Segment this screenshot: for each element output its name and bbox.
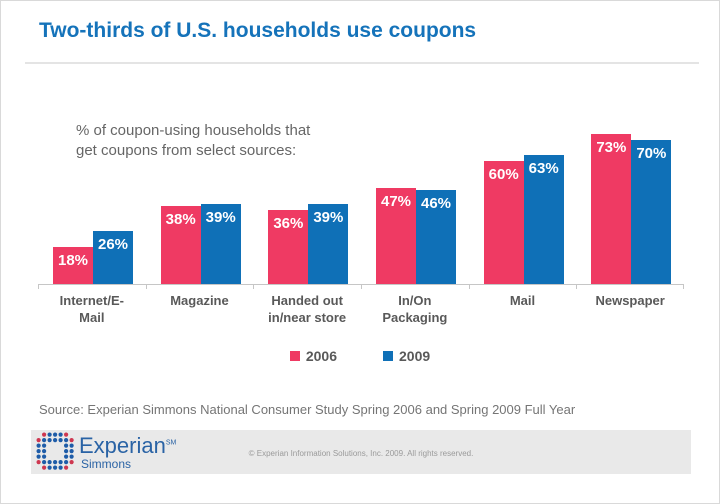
legend-item-2006: 2006 <box>289 348 337 364</box>
axis-tick <box>361 284 362 289</box>
simmons-wordmark: Simmons <box>81 457 132 471</box>
legend-label: 2009 <box>399 348 431 364</box>
bar-value-label: 18% <box>57 252 89 269</box>
source-note: Source: Experian Simmons National Consum… <box>39 402 576 417</box>
bar-value-label: 26% <box>97 236 129 253</box>
x-axis-label: Newspaper <box>595 293 665 308</box>
brand-service-mark: SM <box>165 439 177 447</box>
bar-2009-category-1: 26% <box>93 231 133 284</box>
bar-2006-category-2: 38% <box>160 206 201 284</box>
x-axis-label: Internet/E- Mail <box>59 293 124 325</box>
bar-2009-category-5: 63% <box>523 155 564 284</box>
bar-2009-category-6: 70% <box>631 140 672 284</box>
bar-2009-category-4: 46% <box>416 190 456 284</box>
bar-2009-category-3: 39% <box>308 204 349 284</box>
experian-dots-logo-icon <box>36 432 74 470</box>
legend-label: 2006 <box>305 348 337 364</box>
x-axis-label: Handed out in/near store <box>268 293 347 325</box>
bar-value-label: 73% <box>596 139 627 156</box>
bar-value-label: 70% <box>636 145 667 162</box>
footer-band: ExperianSM Simmons © Experian Informatio… <box>31 430 691 474</box>
bar-value-label: 36% <box>273 215 304 232</box>
axis-tick <box>146 284 147 289</box>
bar-chart-plot-area: 18% 26% Internet/E- Mail 38% 39% Magazine 36% 3… <box>38 121 684 325</box>
bar-2006-category-5: 60% <box>483 161 524 284</box>
bar-value-label: 46% <box>420 195 452 212</box>
x-axis-label: Magazine <box>170 293 229 308</box>
bar-2006-category-6: 73% <box>591 134 632 284</box>
legend-item-2009: 2009 <box>383 348 430 364</box>
axis-tick <box>683 284 684 289</box>
chart-legend: 2006 2009 <box>1 348 719 364</box>
copyright-text: © Experian Information Solutions, Inc. 2… <box>248 449 474 458</box>
bar-value-label: 38% <box>165 211 196 228</box>
legend-swatch-icon <box>289 351 300 361</box>
bar-2006-category-1: 18% <box>53 247 93 284</box>
bar-value-label: 63% <box>528 160 559 177</box>
bar-value-label: 39% <box>313 209 344 226</box>
bar-2006-category-4: 47% <box>376 188 416 284</box>
x-axis-label: In/On Packaging <box>382 293 448 325</box>
x-axis-label: Mail <box>509 293 536 308</box>
bar-value-label: 47% <box>380 193 412 210</box>
chart-subtitle: % of coupon-using households that get co… <box>76 122 311 159</box>
axis-tick <box>469 284 470 289</box>
bar-value-label: 60% <box>488 166 519 183</box>
bar-2009-category-2: 39% <box>200 204 241 284</box>
brand-name: Experian <box>79 433 166 458</box>
page-title: Two-thirds of U.S. households use coupon… <box>39 19 477 42</box>
title-divider <box>25 62 699 64</box>
axis-tick <box>38 284 39 289</box>
legend-swatch-icon <box>383 351 393 361</box>
bar-2006-category-3: 36% <box>268 210 309 284</box>
experian-wordmark: ExperianSM <box>79 433 176 459</box>
axis-tick <box>253 284 254 289</box>
bar-value-label: 39% <box>205 209 236 226</box>
axis-tick <box>576 284 577 289</box>
